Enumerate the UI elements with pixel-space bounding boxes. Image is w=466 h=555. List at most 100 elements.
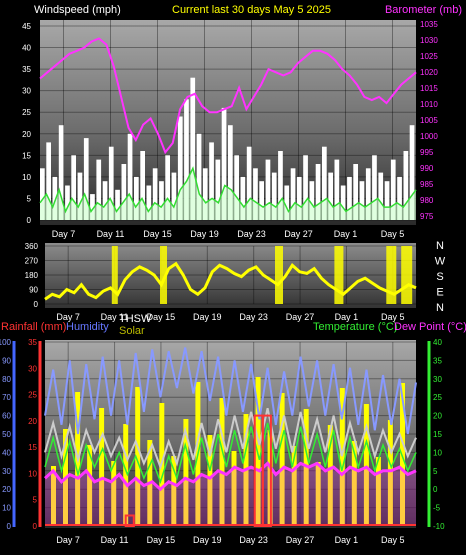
y-tick-label: 10 xyxy=(22,173,31,182)
direction-axis-ticks: 360 270 180 90 0 xyxy=(25,242,39,309)
wind-direction-series xyxy=(44,246,417,304)
solar-bar xyxy=(111,461,117,526)
wind-bar xyxy=(240,176,246,220)
dew-point-label: Dew Point (°C) xyxy=(394,321,466,333)
wind-bar xyxy=(221,107,227,220)
chart-title: Current last 30 days May 5 2025 xyxy=(172,4,331,16)
y-tick-label: 20 xyxy=(22,130,31,139)
y-tick-label: 25 xyxy=(22,108,31,117)
y-tick-label: 0 xyxy=(433,485,438,494)
x-tick-label: Day 5 xyxy=(381,312,405,322)
y-tick-label: 360 xyxy=(25,242,39,251)
wind-bar xyxy=(71,155,76,220)
wind-bar xyxy=(303,155,308,220)
y-tick-label: 20 xyxy=(2,485,11,494)
y-tick-label: 975 xyxy=(420,212,434,221)
wind-bar xyxy=(271,172,277,220)
y-tick-label: 180 xyxy=(25,271,39,280)
y-tick-label: 985 xyxy=(420,180,434,189)
wind-bar xyxy=(140,151,145,220)
wind-bar xyxy=(340,185,346,220)
solar-bar xyxy=(207,435,213,526)
x-tick-label: Day 23 xyxy=(237,229,266,239)
wind-bar xyxy=(115,189,120,220)
y-tick-label: 90 xyxy=(29,286,38,295)
direction-band xyxy=(275,246,283,304)
solar-bar xyxy=(219,398,225,526)
barometer-axis-label: Barometer (mb) xyxy=(385,4,462,16)
y-tick-label: 20 xyxy=(433,412,442,421)
temperature-line xyxy=(44,422,417,485)
y-tick-label: 10 xyxy=(2,504,11,513)
y-tick-label: 40 xyxy=(22,44,31,53)
y-tick-label: 1010 xyxy=(420,100,438,109)
x-tick-label: Day 11 xyxy=(97,229,125,239)
rain-axis-ticks: 35 30 25 20 15 10 5 0 xyxy=(28,338,37,531)
temperature-series xyxy=(44,422,417,485)
y-tick-label: 25 xyxy=(28,391,37,400)
solar-bar xyxy=(123,424,129,526)
solar-bar xyxy=(327,425,333,526)
wind-bar xyxy=(171,172,177,220)
wind-avg-line xyxy=(39,166,417,214)
barometer-series xyxy=(39,37,417,155)
y-tick-label: 5 xyxy=(27,194,32,203)
y-tick-label: 40 xyxy=(2,448,11,457)
wind-bar xyxy=(397,176,402,220)
solar-bar xyxy=(351,441,357,526)
y-tick-label: 100 xyxy=(0,338,12,347)
y-tick-label: 45 xyxy=(22,22,31,31)
y-tick-label: 35 xyxy=(22,65,31,74)
y-tick-label: 80 xyxy=(2,375,11,384)
y-tick-label: 270 xyxy=(25,257,39,266)
y-tick-label: 1020 xyxy=(420,68,438,77)
y-tick-label: 35 xyxy=(28,338,37,347)
y-tick-label: 30 xyxy=(433,375,442,384)
x-tick-label: Day 11 xyxy=(101,535,129,545)
x-tick-label: Day 1 xyxy=(334,229,358,239)
solar-bar xyxy=(363,404,369,526)
y-tick-label: 990 xyxy=(420,164,434,173)
solar-bar xyxy=(255,377,261,526)
x-tick-label: Day 27 xyxy=(284,229,313,239)
solar-bar xyxy=(99,408,105,526)
y-tick-label: 1000 xyxy=(420,132,438,141)
temperature-label: Temperature (°C) xyxy=(313,321,397,333)
y-tick-label: 5 xyxy=(33,496,38,505)
barometer-axis-ticks: 1035 1030 1025 1020 1015 1010 1005 1000 995 990 98… xyxy=(420,20,438,221)
x-tick-label: Day 7 xyxy=(56,312,80,322)
wind-bar xyxy=(102,181,108,220)
wind-bar xyxy=(409,125,415,220)
wind-bar xyxy=(127,133,133,220)
y-tick-label: 5 xyxy=(433,467,438,476)
y-tick-label: 1035 xyxy=(420,20,438,29)
wind-bar xyxy=(108,146,114,220)
wind-bar xyxy=(77,172,83,220)
solar-bar xyxy=(279,393,285,526)
y-tick-label: 10 xyxy=(433,448,442,457)
wind-bar xyxy=(384,181,390,220)
wind-series xyxy=(40,77,415,220)
y-tick-label: 995 xyxy=(420,148,434,157)
wind-bar xyxy=(209,142,214,220)
x-tick-label: Day 19 xyxy=(193,312,222,322)
x-tick-label: Day 23 xyxy=(239,535,268,545)
x-tick-label: Day 19 xyxy=(193,535,222,545)
y-tick-label: 50 xyxy=(2,430,11,439)
x-tick-label: Day 7 xyxy=(56,535,80,545)
wind-bar xyxy=(40,168,45,220)
wind-avg-series xyxy=(39,166,417,220)
dew-point-line xyxy=(43,461,417,492)
solar-bar xyxy=(87,445,93,526)
x-tick-label: Day 27 xyxy=(286,535,315,545)
wind-bar xyxy=(152,168,158,220)
y-tick-label: -10 xyxy=(433,522,445,531)
barometer-line xyxy=(39,37,417,155)
wind-bar xyxy=(184,99,189,220)
solar-bar xyxy=(387,420,393,526)
y-tick-label: 70 xyxy=(2,393,11,402)
wind-bar xyxy=(378,172,384,220)
